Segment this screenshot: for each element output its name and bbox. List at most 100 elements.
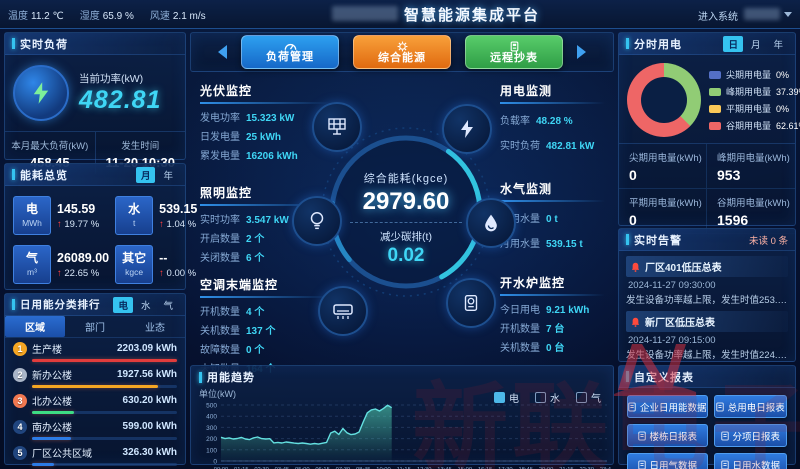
report-button-daily-energy[interactable]: 企业日用能数据 (627, 395, 708, 418)
svg-text:300: 300 (206, 425, 217, 432)
rank-item[interactable]: 1 生产楼 2203.09 kWh (5, 338, 185, 362)
alert-item[interactable]: 新厂区低压总表 2024-11-27 09:15:00 发生设备功率越上限，发生… (626, 311, 788, 361)
realtime-alerts-panel: 实时告警 未读 0 条 厂区401低压总表 2024-11-27 09:30:0… (618, 228, 796, 362)
remote-meter-reading-button[interactable]: 远程抄表 (465, 35, 563, 69)
title-accent (12, 38, 15, 49)
svg-text:200: 200 (206, 436, 217, 443)
tab-year[interactable]: 年 (163, 170, 173, 182)
tou-stat-peak: 峰期用电量(kWh) 953 (707, 144, 795, 189)
rank-item[interactable]: 5 厂区公共区域 326.30 kWh (5, 442, 185, 466)
ranking-col-biz[interactable]: 业态 (145, 323, 165, 334)
legend-electric[interactable]: 电 (494, 390, 519, 405)
svg-text:400: 400 (206, 414, 217, 421)
tab-month[interactable]: 月 (135, 166, 156, 183)
energy-overview-title: 能耗总览 (20, 169, 68, 182)
carousel-prev-icon[interactable] (218, 45, 227, 59)
lighting-monitor-title: 照明监控 (200, 186, 253, 200)
document-icon (628, 402, 636, 411)
rank-item[interactable]: 4 南办公楼 599.00 kWh (5, 416, 185, 440)
ranking-tab-water[interactable]: 水 (140, 300, 151, 312)
lighting-monitor-block: 照明监控 实时功率 3.547 kW 开启数量 2 个 关闭数量 6 个 (200, 184, 352, 264)
current-power-label: 当前功率(kW) (79, 73, 144, 85)
ranking-tab-gas[interactable]: 气 (163, 300, 173, 312)
total-energy-label: 综合能耗(kgce) (363, 173, 449, 185)
svg-text:00:00: 00:00 (214, 467, 229, 469)
total-energy-value: 2979.60 (362, 188, 450, 215)
power-monitor-title: 用电监测 (500, 84, 553, 98)
page-title: 智慧能源集成平台 (404, 7, 541, 24)
lightning-icon (13, 65, 69, 121)
carousel-next-icon[interactable] (577, 45, 586, 59)
report-button-daily-water[interactable]: 日用水数据 (713, 453, 787, 469)
realtime-load-title: 实时负荷 (20, 38, 68, 51)
report-button-total-power[interactable]: 总用电日报表 (713, 395, 787, 418)
tou-tab-month[interactable]: 月 (750, 39, 761, 51)
ac-monitor-title: 空调末端监控 (200, 278, 279, 292)
alarm-bell-icon (631, 317, 640, 327)
trend-area-chart: 0 100 200 300 400 500 00:00 01:15 02:30 03:45 05:0… (206, 403, 611, 469)
trend-legend: 电 水 气 (494, 390, 601, 405)
report-button-item-daily[interactable]: 分项日报表 (713, 424, 787, 447)
report-button-daily-gas[interactable]: 日用气数据 (627, 453, 708, 469)
wind-speed: 风速 2.1 m/s (149, 10, 206, 22)
meter-icon (510, 41, 518, 51)
chevron-down-icon[interactable] (784, 12, 792, 17)
svg-text:16:15: 16:15 (478, 467, 493, 469)
energy-ring (318, 124, 494, 300)
trend-title: 用能趋势 (207, 372, 255, 384)
current-power-value: 482.81 (79, 86, 162, 114)
svg-text:18:45: 18:45 (518, 467, 533, 469)
svg-text:500: 500 (206, 403, 217, 410)
boiler-monitor-block: 开水炉监控 今日用电 9.21 kWh 开机数量 7 台 关机数量 0 台 (500, 274, 610, 354)
ranking-tab-electric[interactable]: 电 (113, 296, 133, 313)
load-management-button[interactable]: 负荷管理 (241, 35, 339, 69)
alerts-title: 实时告警 (634, 234, 682, 247)
electric-badge: 电 MWh (13, 196, 51, 235)
document-icon (720, 460, 729, 469)
report-button-building-daily[interactable]: 楼栋日报表 (627, 424, 708, 447)
svg-text:0: 0 (213, 459, 217, 466)
ranking-col-area[interactable]: 区域 (5, 316, 65, 337)
svg-text:07:30: 07:30 (336, 467, 351, 469)
svg-text:10:00: 10:00 (376, 467, 391, 469)
gear-icon (397, 41, 407, 51)
gauge-icon (284, 43, 296, 50)
legend-gas[interactable]: 气 (576, 390, 601, 405)
svg-text:13:45: 13:45 (437, 467, 452, 469)
document-icon (720, 431, 729, 440)
ranking-title: 日用能分类排行 (20, 299, 101, 311)
svg-text:22:30: 22:30 (579, 467, 594, 469)
rank-item[interactable]: 2 新办公楼 1927.56 kWh (5, 364, 185, 388)
ranking-col-dept[interactable]: 部门 (85, 323, 105, 334)
daily-ranking-panel: 日用能分类排行 电 水 气 区域 部门 业态 1 生产楼 2203.09 kWh … (4, 293, 186, 466)
pv-monitor-block: 光伏监控 发电功率 15.323 kW 日发电量 25 kWh 累发电量 16206 … (200, 82, 352, 162)
svg-text:03:45: 03:45 (275, 467, 290, 469)
trend-y-unit: 单位(kW) (199, 389, 236, 399)
username (744, 8, 780, 20)
rank-item[interactable]: 3 北办公楼 630.20 kWh (5, 390, 185, 414)
alert-item[interactable]: 厂区401低压总表 2024-11-27 09:30:00 发生设备功率越上限，… (626, 256, 788, 306)
tou-donut-chart (627, 63, 701, 137)
bulb-icon (292, 196, 342, 246)
rank-medal: 1 (13, 341, 27, 356)
reports-title: 自定义报表 (634, 371, 694, 384)
tou-tab-year[interactable]: 年 (773, 39, 783, 51)
rank-medal: 3 (13, 393, 27, 408)
legend-water[interactable]: 水 (535, 390, 560, 405)
integrated-energy-button[interactable]: 综合能源 (353, 35, 451, 69)
svg-text:20:00: 20:00 (539, 467, 554, 469)
pv-monitor-title: 光伏监控 (200, 84, 253, 98)
custom-reports-panel: 自定义报表 企业日用能数据 总用电日报表 楼栋日报表 分项日报表 日用气数据 日… (618, 365, 796, 469)
top-header: 温度 11.2 ℃ 湿度 65.9 % 风速 2.1 m/s 智慧能源集成平台 进入系… (0, 0, 800, 29)
rank-medal: 5 (13, 445, 27, 460)
humidity: 湿度 65.9 % (79, 10, 134, 22)
svg-text:11:15: 11:15 (397, 467, 411, 469)
temperature: 温度 11.2 ℃ (8, 10, 64, 22)
enter-system-link[interactable]: 进入系统 (698, 12, 738, 23)
tou-tab-day[interactable]: 日 (723, 35, 743, 52)
gas-badge: 气 m³ (13, 245, 51, 284)
